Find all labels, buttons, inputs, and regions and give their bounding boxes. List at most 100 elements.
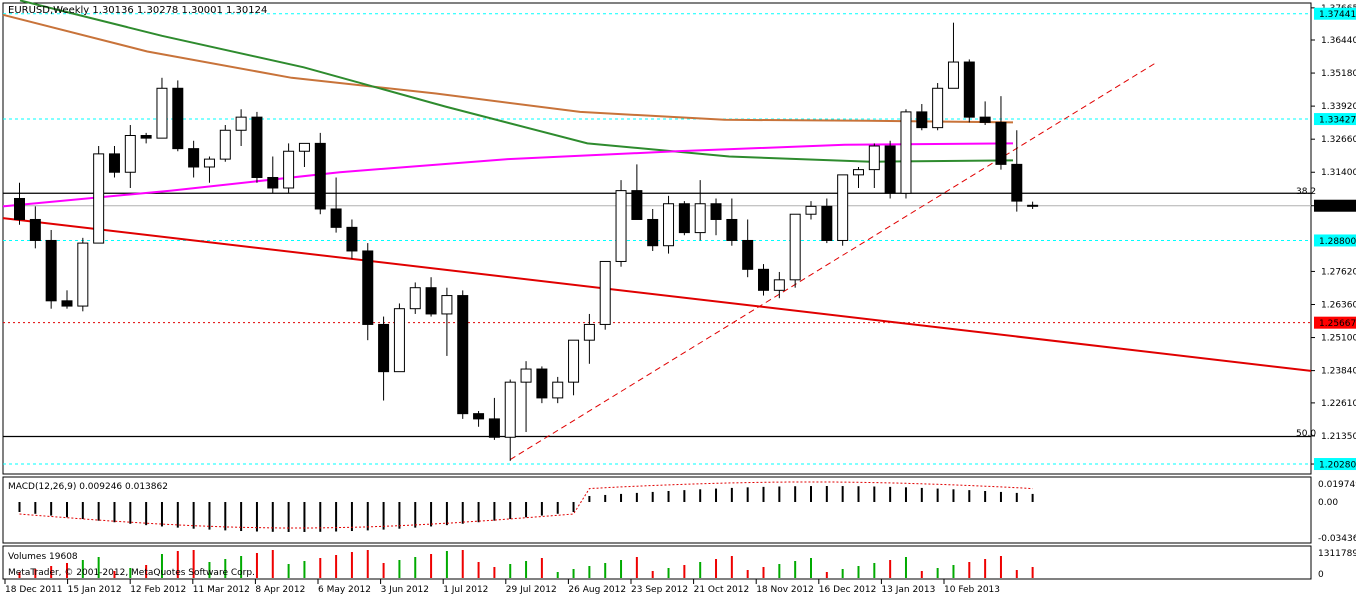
macd-axis-zero: 0.00: [1318, 498, 1338, 508]
candle: [140, 132, 152, 144]
price-tick: 1.25100: [1311, 334, 1356, 344]
price-tick-label: 1.35180: [1321, 69, 1356, 79]
macd-bars: [18, 481, 1034, 532]
time-tick: 26 Aug 2012: [567, 579, 626, 595]
candle-body: [473, 413, 485, 420]
candle: [488, 397, 500, 440]
candle: [219, 125, 231, 162]
time-tick-label: 8 Apr 2012: [255, 585, 305, 595]
candle: [868, 143, 880, 188]
uptrend-line: [509, 62, 1156, 460]
time-tick-label: 26 Aug 2012: [568, 585, 626, 595]
time-tick: 12 Feb 2012: [129, 579, 186, 595]
price-tag: 1.28800: [1314, 234, 1356, 247]
candle: [789, 213, 801, 288]
time-axis: 18 Dec 2011 15 Jan 2012 12 Feb 2012 11 Mar …: [4, 579, 1000, 595]
macd-axis-bottom: -0.034364: [1318, 534, 1356, 544]
time-tick-label: 18 Dec 2011: [5, 585, 63, 595]
price-tag-bg: [1314, 458, 1356, 471]
candle: [124, 125, 136, 188]
candle-body: [821, 205, 833, 241]
fib-50-label: 50.0: [1296, 429, 1316, 439]
volume-bars: [18, 550, 1034, 578]
candle-body: [678, 203, 690, 234]
price-tick-label: 1.36440: [1321, 36, 1356, 46]
candle-body: [837, 174, 849, 241]
copyright-text: MetaTrader, © 2001-2012, MetaQuotes Soft…: [8, 568, 255, 578]
price-tag: 1.33427: [1314, 113, 1356, 126]
ma-brown-line: [2, 13, 1014, 124]
candle: [663, 195, 675, 254]
candle: [583, 313, 595, 364]
candle-body: [963, 61, 975, 118]
candle: [393, 303, 405, 373]
candle: [615, 180, 627, 267]
candle-body: [77, 242, 89, 307]
time-tick-label: 10 Feb 2013: [944, 585, 1000, 595]
time-tick-label: 12 Feb 2012: [130, 585, 186, 595]
candle: [188, 140, 200, 178]
volume-axis-top: 1311789: [1318, 549, 1356, 559]
candle-body: [378, 323, 390, 373]
ma-magenta-line: [2, 142, 1014, 208]
time-tick: 13 Jan 2013: [880, 579, 935, 595]
price-tag: 1.20280: [1314, 458, 1356, 471]
price-tag: 1.30124: [1314, 199, 1356, 212]
candle: [29, 206, 41, 249]
volume-panel[interactable]: [2, 545, 1312, 580]
candle: [14, 182, 25, 225]
candle: [77, 237, 89, 312]
time-tick-label: 13 Jan 2013: [881, 585, 935, 595]
candle: [995, 96, 1007, 170]
candle-body: [615, 190, 627, 262]
time-tick: 18 Nov 2012: [755, 579, 814, 595]
price-tag-label: 1.25667: [1319, 319, 1356, 329]
price-tag-bg: [1314, 113, 1356, 126]
candle-body: [140, 135, 152, 139]
candle-body: [108, 153, 120, 173]
candle-body: [979, 116, 991, 123]
candle: [710, 198, 722, 236]
candle-body: [203, 158, 215, 168]
time-tick: 10 Feb 2013: [943, 579, 1000, 595]
candle-body: [330, 208, 342, 228]
time-tick: 8 Apr 2012: [254, 579, 305, 595]
price-tag-bg: [1314, 199, 1356, 212]
candle-body: [188, 148, 200, 168]
candle: [1011, 130, 1023, 212]
candle-body: [504, 381, 516, 438]
time-tick-label: 16 Dec 2012: [819, 585, 877, 595]
cyan-grid-lines: [3, 13, 1311, 465]
trend-lines[interactable]: [2, 62, 1312, 460]
time-tick: 21 Oct 2012: [693, 579, 749, 595]
price-tick-label: 1.23840: [1321, 367, 1356, 377]
candle: [852, 166, 864, 188]
candle-body: [124, 135, 136, 173]
candle-body: [393, 308, 405, 373]
time-tick: 6 May 2012: [317, 579, 371, 595]
candle: [235, 109, 247, 147]
candle: [267, 156, 279, 194]
price-tag-label: 1.30124: [1319, 202, 1356, 212]
candle-body: [916, 111, 928, 129]
time-tick: 18 Dec 2011: [4, 579, 63, 595]
candle-body: [583, 323, 595, 341]
macd-panel[interactable]: [2, 476, 1312, 544]
price-tick: 1.26360: [1311, 300, 1356, 310]
candle-body: [425, 287, 437, 315]
time-tick-label: 23 Sep 2012: [631, 585, 688, 595]
candle: [108, 146, 120, 178]
candle-body: [172, 87, 184, 150]
candle-body: [441, 295, 453, 315]
candle-body: [93, 153, 105, 244]
price-tick-label: 1.27620: [1321, 267, 1356, 277]
candle: [900, 109, 912, 199]
candle-body: [710, 203, 722, 220]
candle-body: [884, 145, 896, 194]
time-tick-label: 6 May 2012: [318, 585, 371, 595]
candle-body: [267, 176, 279, 189]
price-tag: 1.37441: [1314, 7, 1356, 20]
candle: [425, 277, 437, 317]
